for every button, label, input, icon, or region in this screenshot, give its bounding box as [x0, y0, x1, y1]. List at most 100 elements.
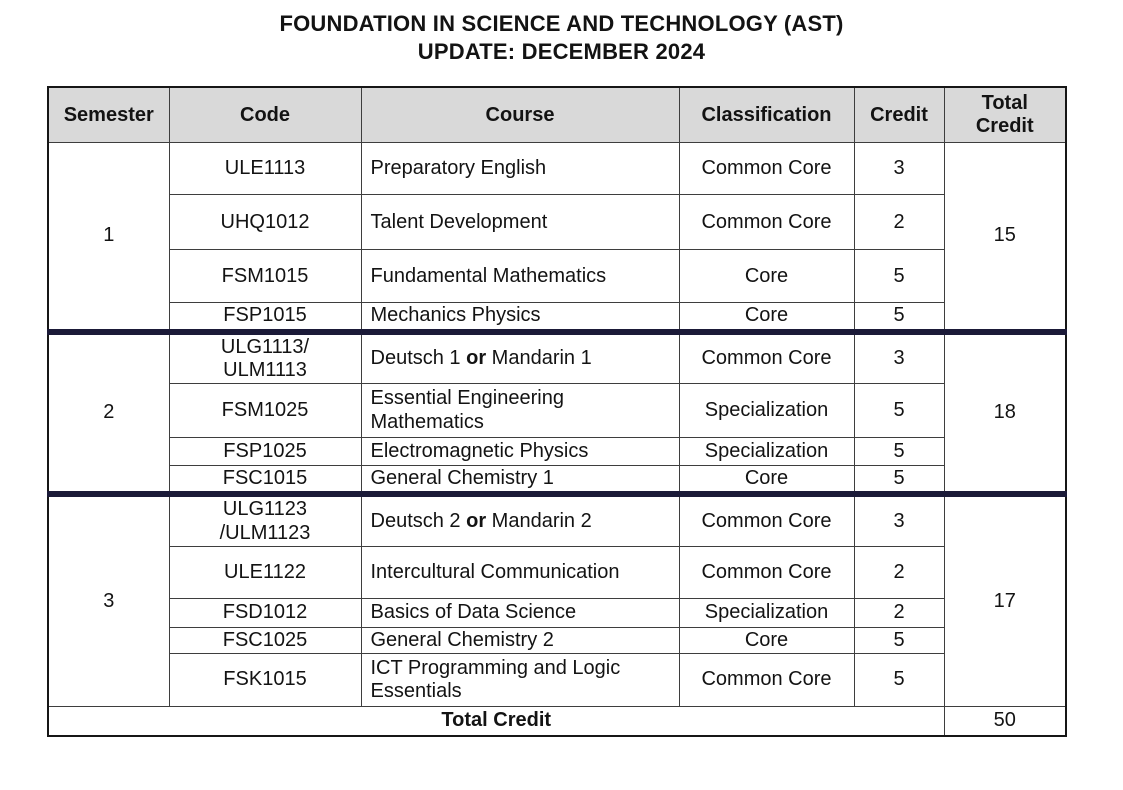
- course-text: Fundamental Mathematics: [370, 264, 607, 287]
- code-line: ULG1113/: [220, 335, 310, 358]
- course-row: FSM1015 Fundamental Mathematics Core 5: [48, 249, 1066, 304]
- title-line-1: FOUNDATION IN SCIENCE AND TECHNOLOGY (AS…: [279, 11, 844, 36]
- code-line: FSP1015: [223, 304, 307, 327]
- title-line-2: UPDATE: DECEMBER 2024: [417, 38, 706, 64]
- classification-cell: Specialization: [678, 597, 855, 628]
- course-cell: Mechanics Physics: [360, 302, 680, 333]
- code-cell: FSM1025: [168, 383, 362, 439]
- header-classification: Classification: [678, 86, 855, 144]
- classification-cell: Specialization: [678, 437, 855, 467]
- course-text: Mandarin 1: [486, 347, 592, 370]
- course-row: FSD1012 Basics of Data Science Specializat…: [48, 597, 1066, 628]
- code-cell: ULE1122: [168, 545, 362, 599]
- course-cell: Fundamental Mathematics: [360, 249, 680, 304]
- classification-cell: Specialization: [678, 383, 855, 439]
- code-line: FSC1025: [222, 628, 308, 651]
- course-text: Mandarin 2: [486, 509, 592, 532]
- code-cell: ULG1113/ULM1113: [168, 331, 362, 385]
- course-cell: Intercultural Communication: [360, 545, 680, 599]
- credit-cell: 3: [853, 142, 945, 196]
- code-line: ULE1113: [224, 157, 306, 180]
- credit-cell: 5: [853, 465, 945, 495]
- course-cell: Essential Engineering Mathematics: [360, 383, 680, 439]
- semester-total-credit-cell: 17: [943, 493, 1067, 707]
- code-line: /ULM1123: [219, 521, 311, 544]
- semester-group-3: 3 ULG1123/ULM1123 Deutsch 2 or Mandarin 2 C…: [47, 493, 1067, 707]
- code-line: FSM1025: [221, 399, 309, 422]
- classification-cell: Core: [678, 465, 855, 495]
- header-credit: Credit: [853, 86, 945, 144]
- classification-cell: Common Core: [678, 493, 855, 547]
- course-text: Basics of Data Science: [370, 601, 577, 624]
- course-cell: Deutsch 1 or Mandarin 1: [360, 331, 680, 385]
- code-cell: FSP1025: [168, 437, 362, 467]
- semester-group-1: 1 ULE1113 Preparatory English Common Core 3 1…: [47, 142, 1067, 333]
- course-text: Electromagnetic Physics: [370, 440, 589, 463]
- credit-cell: 2: [853, 597, 945, 628]
- credit-cell: 5: [853, 249, 945, 304]
- course-row: FSC1015 General Chemistry 1 Core 5: [48, 465, 1066, 495]
- table-footer-row: Total Credit 50: [47, 705, 1067, 737]
- course-row: ULE1122 Intercultural Communication Common…: [48, 545, 1066, 599]
- course-cell: ICT Programming and Logic Essentials: [360, 652, 680, 707]
- code-line: FSP1025: [223, 440, 307, 463]
- course-text: Deutsch 2: [370, 509, 467, 532]
- code-line: FSC1015: [222, 467, 308, 490]
- code-line: UHQ1012: [220, 210, 310, 233]
- semester-number-cell: 1: [47, 142, 170, 333]
- course-cell: General Chemistry 2: [360, 626, 680, 654]
- course-row: FSP1025 Electromagnetic Physics Specializa…: [48, 437, 1066, 467]
- course-text: Essential Engineering Mathematics: [370, 387, 564, 433]
- header-semester: Semester: [47, 86, 170, 144]
- code-cell: ULG1123/ULM1123: [168, 493, 362, 547]
- classification-cell: Core: [678, 249, 855, 304]
- course-cell: Basics of Data Science: [360, 597, 680, 628]
- header-course: Course: [360, 86, 680, 144]
- code-line: ULM1113: [223, 358, 307, 381]
- code-line: FSK1015: [223, 668, 307, 691]
- course-text: ICT Programming and Logic Essentials: [370, 656, 621, 702]
- course-row: FSC1025 General Chemistry 2 Core 5: [48, 626, 1066, 654]
- total-credit-label: Total Credit: [47, 705, 945, 737]
- course-text: Deutsch 1: [370, 347, 467, 370]
- classification-cell: Common Core: [678, 142, 855, 196]
- course-cell: General Chemistry 1: [360, 465, 680, 495]
- table-header-row: Semester Code Course Classification Cred…: [47, 86, 1067, 144]
- code-line: ULG1123: [222, 498, 308, 521]
- course-text: General Chemistry 1: [370, 467, 554, 490]
- code-cell: ULE1113: [168, 142, 362, 196]
- semester-number-cell: 2: [47, 331, 170, 495]
- course-text: Intercultural Communication: [370, 560, 620, 583]
- header-total-credit: Total Credit: [943, 86, 1067, 144]
- code-cell: FSC1025: [168, 626, 362, 654]
- course-text-bold: or: [466, 347, 487, 370]
- code-cell: FSC1015: [168, 465, 362, 495]
- credit-cell: 3: [853, 493, 945, 547]
- semester-total-credit-cell: 18: [943, 331, 1067, 495]
- course-row: FSP1015 Mechanics Physics Core 5: [48, 302, 1066, 333]
- semester-total-credit-cell: 15: [943, 142, 1067, 333]
- course-text-bold: or: [466, 509, 487, 532]
- document-title: FOUNDATION IN SCIENCE AND TECHNOLOGY (AS…: [0, 10, 1123, 65]
- credit-cell: 5: [853, 626, 945, 654]
- credit-cell: 5: [853, 437, 945, 467]
- code-line: FSD1012: [222, 601, 308, 624]
- course-text: Talent Development: [370, 210, 548, 233]
- code-line: ULE1122: [224, 560, 306, 583]
- classification-cell: Common Core: [678, 194, 855, 251]
- course-row: 3 ULG1123/ULM1123 Deutsch 2 or Mandarin 2 C…: [47, 493, 1067, 707]
- course-table: Semester Code Course Classification Cred…: [47, 86, 1067, 737]
- code-cell: FSP1015: [168, 302, 362, 333]
- credit-cell: 2: [853, 545, 945, 599]
- code-cell: UHQ1012: [168, 194, 362, 251]
- code-cell: FSK1015: [168, 652, 362, 707]
- code-cell: FSD1012: [168, 597, 362, 628]
- course-row: FSM1025 Essential Engineering Mathematics…: [48, 383, 1066, 439]
- code-line: FSM1015: [221, 264, 309, 287]
- course-row: UHQ1012 Talent Development Common Core 2: [48, 194, 1066, 251]
- credit-cell: 5: [853, 383, 945, 439]
- credit-cell: 5: [853, 302, 945, 333]
- course-row: FSK1015 ICT Programming and Logic Essenti…: [48, 652, 1066, 707]
